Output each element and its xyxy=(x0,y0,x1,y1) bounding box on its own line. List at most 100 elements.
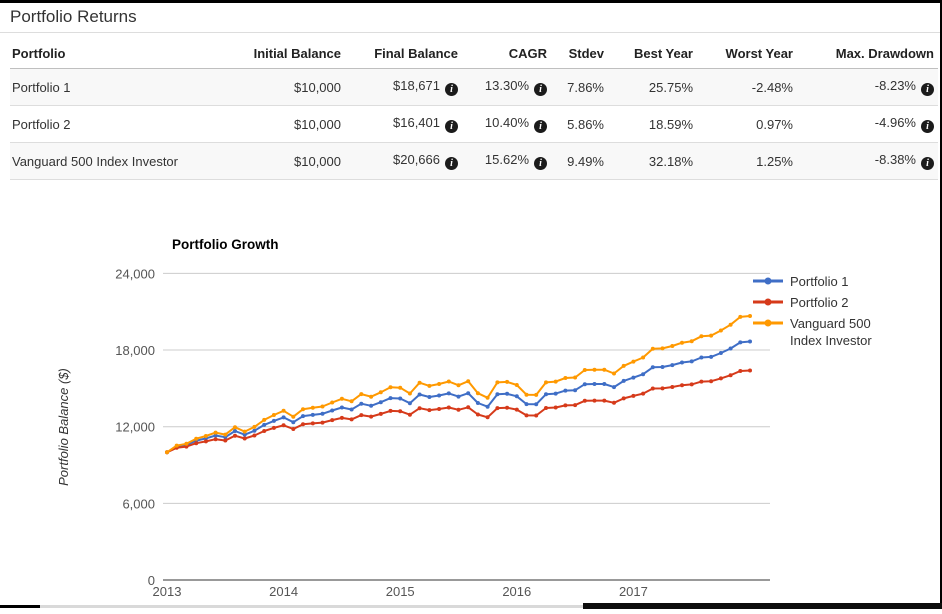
series-point-vanguard-500-index-investor[interactable] xyxy=(505,379,510,384)
series-point-vanguard-500-index-investor[interactable] xyxy=(320,404,325,409)
series-point-portfolio-1[interactable] xyxy=(398,396,403,401)
legend-label-portfolio-2[interactable]: Portfolio 2 xyxy=(790,295,849,310)
series-point-vanguard-500-index-investor[interactable] xyxy=(718,328,723,333)
legend-label-vanguard-500-index-investor[interactable]: Index Investor xyxy=(790,333,872,348)
series-point-portfolio-2[interactable] xyxy=(262,429,267,433)
series-point-portfolio-2[interactable] xyxy=(544,406,548,410)
series-point-vanguard-500-index-investor[interactable] xyxy=(748,314,752,318)
series-point-portfolio-2[interactable] xyxy=(330,418,335,423)
series-point-portfolio-1[interactable] xyxy=(339,405,344,410)
series-point-vanguard-500-index-investor[interactable] xyxy=(592,367,597,372)
series-point-portfolio-1[interactable] xyxy=(252,428,257,433)
series-point-portfolio-2[interactable] xyxy=(612,400,616,405)
series-point-vanguard-500-index-investor[interactable] xyxy=(573,375,578,380)
series-point-portfolio-1[interactable] xyxy=(359,401,364,406)
series-point-portfolio-2[interactable] xyxy=(349,417,354,422)
series-point-portfolio-2[interactable] xyxy=(427,408,432,413)
series-point-portfolio-1[interactable] xyxy=(349,407,354,412)
series-point-portfolio-1[interactable] xyxy=(242,432,247,437)
series-point-portfolio-2[interactable] xyxy=(582,398,587,403)
info-icon[interactable]: i xyxy=(921,120,934,133)
series-point-portfolio-2[interactable] xyxy=(699,379,704,384)
series-point-portfolio-2[interactable] xyxy=(242,436,247,441)
series-point-portfolio-1[interactable] xyxy=(417,392,422,397)
series-point-portfolio-1[interactable] xyxy=(456,394,461,399)
series-point-portfolio-1[interactable] xyxy=(446,391,451,396)
series-point-portfolio-1[interactable] xyxy=(233,429,237,433)
series-point-portfolio-1[interactable] xyxy=(407,401,412,406)
series-point-portfolio-1[interactable] xyxy=(330,408,335,413)
series-point-portfolio-1[interactable] xyxy=(621,378,626,383)
info-icon[interactable]: i xyxy=(445,120,458,133)
series-point-vanguard-500-index-investor[interactable] xyxy=(407,391,412,396)
series-point-vanguard-500-index-investor[interactable] xyxy=(524,392,529,397)
series-point-portfolio-1[interactable] xyxy=(262,422,267,427)
series-point-vanguard-500-index-investor[interactable] xyxy=(670,344,675,348)
info-icon[interactable]: i xyxy=(445,157,458,170)
series-point-portfolio-2[interactable] xyxy=(709,379,714,384)
series-point-vanguard-500-index-investor[interactable] xyxy=(281,408,286,413)
series-point-portfolio-1[interactable] xyxy=(602,382,607,386)
series-point-portfolio-1[interactable] xyxy=(388,396,393,401)
series-point-vanguard-500-index-investor[interactable] xyxy=(330,400,335,405)
series-point-portfolio-2[interactable] xyxy=(407,412,412,417)
series-point-vanguard-500-index-investor[interactable] xyxy=(369,394,374,399)
series-point-vanguard-500-index-investor[interactable] xyxy=(262,417,267,422)
series-point-vanguard-500-index-investor[interactable] xyxy=(233,425,237,430)
series-point-portfolio-2[interactable] xyxy=(320,420,325,425)
series-point-vanguard-500-index-investor[interactable] xyxy=(213,430,218,435)
series-point-portfolio-2[interactable] xyxy=(631,393,636,398)
series-point-portfolio-2[interactable] xyxy=(718,376,723,381)
series-point-portfolio-2[interactable] xyxy=(689,382,694,387)
series-point-portfolio-2[interactable] xyxy=(592,398,597,403)
series-point-portfolio-2[interactable] xyxy=(573,403,578,408)
series-point-portfolio-1[interactable] xyxy=(427,395,432,399)
series-point-portfolio-2[interactable] xyxy=(233,433,237,438)
series-point-portfolio-2[interactable] xyxy=(310,421,315,426)
series-point-portfolio-1[interactable] xyxy=(378,400,383,405)
series-point-vanguard-500-index-investor[interactable] xyxy=(427,383,432,388)
series-point-vanguard-500-index-investor[interactable] xyxy=(621,363,626,368)
series-point-portfolio-1[interactable] xyxy=(563,388,568,393)
series-point-portfolio-2[interactable] xyxy=(339,415,344,420)
series-point-portfolio-1[interactable] xyxy=(641,372,646,377)
series-point-vanguard-500-index-investor[interactable] xyxy=(631,359,636,364)
series-point-vanguard-500-index-investor[interactable] xyxy=(223,432,228,437)
series-point-portfolio-1[interactable] xyxy=(699,355,704,360)
series-point-portfolio-2[interactable] xyxy=(505,405,510,410)
series-point-portfolio-2[interactable] xyxy=(252,433,257,438)
series-point-portfolio-2[interactable] xyxy=(398,409,403,414)
info-icon[interactable]: i xyxy=(534,120,547,133)
series-point-portfolio-2[interactable] xyxy=(650,386,655,391)
series-point-portfolio-1[interactable] xyxy=(495,392,500,397)
series-point-vanguard-500-index-investor[interactable] xyxy=(291,414,296,419)
series-point-portfolio-1[interactable] xyxy=(475,401,480,405)
series-point-portfolio-2[interactable] xyxy=(437,407,442,411)
series-point-vanguard-500-index-investor[interactable] xyxy=(475,391,480,396)
series-point-portfolio-1[interactable] xyxy=(369,403,374,408)
series-point-vanguard-500-index-investor[interactable] xyxy=(660,346,665,351)
info-icon[interactable]: i xyxy=(445,83,458,96)
series-point-portfolio-2[interactable] xyxy=(388,408,393,413)
series-point-portfolio-2[interactable] xyxy=(670,385,675,389)
series-point-vanguard-500-index-investor[interactable] xyxy=(378,390,383,395)
series-point-portfolio-1[interactable] xyxy=(271,418,276,423)
series-point-portfolio-2[interactable] xyxy=(485,415,490,420)
series-point-vanguard-500-index-investor[interactable] xyxy=(339,396,344,401)
series-point-portfolio-2[interactable] xyxy=(271,425,276,430)
series-point-portfolio-2[interactable] xyxy=(563,403,568,408)
series-point-vanguard-500-index-investor[interactable] xyxy=(534,392,539,397)
series-point-vanguard-500-index-investor[interactable] xyxy=(174,443,179,448)
info-icon[interactable]: i xyxy=(921,157,934,170)
series-point-vanguard-500-index-investor[interactable] xyxy=(446,379,451,384)
series-point-vanguard-500-index-investor[interactable] xyxy=(612,371,616,376)
series-point-vanguard-500-index-investor[interactable] xyxy=(417,380,422,385)
series-point-vanguard-500-index-investor[interactable] xyxy=(641,355,646,360)
series-point-portfolio-2[interactable] xyxy=(514,407,519,412)
series-point-vanguard-500-index-investor[interactable] xyxy=(709,333,714,338)
series-point-portfolio-2[interactable] xyxy=(602,398,607,403)
series-point-portfolio-1[interactable] xyxy=(485,404,490,409)
series-point-vanguard-500-index-investor[interactable] xyxy=(252,424,257,429)
series-point-portfolio-1[interactable] xyxy=(281,415,286,420)
series-point-vanguard-500-index-investor[interactable] xyxy=(728,322,733,327)
